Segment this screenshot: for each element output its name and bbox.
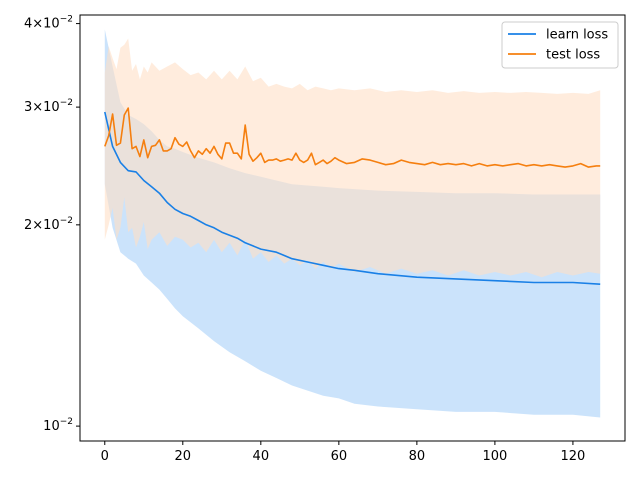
- x-tick-label: 80: [409, 449, 426, 464]
- legend-label: test loss: [546, 48, 600, 63]
- line-learn-loss: [104, 111, 601, 285]
- confidence-bands: [104, 29, 601, 418]
- x-tick-label: 40: [253, 449, 270, 464]
- band-test-loss: [104, 38, 601, 278]
- line-test-loss: [104, 107, 601, 168]
- series-lines: [104, 107, 601, 285]
- x-tick-label: 100: [482, 449, 507, 464]
- axes-frame: [79, 14, 626, 442]
- x-tick-label: 60: [331, 449, 348, 464]
- y-tick-label: 3×10−2: [24, 98, 73, 115]
- x-tick-label: 120: [561, 449, 586, 464]
- x-axis-ticks: 0 20 40 60 80 100 120: [101, 441, 586, 464]
- x-tick-label: 20: [175, 449, 192, 464]
- y-tick-label: 4×10−2: [24, 15, 73, 32]
- y-tick-label: 10−2: [43, 417, 73, 434]
- legend: learn loss test loss: [501, 21, 619, 69]
- y-tick-label: 2×10−2: [24, 216, 73, 233]
- legend-label: learn loss: [546, 28, 608, 43]
- y-axis-ticks: 10−2 2×10−2 3×10−2 4×10−2: [24, 15, 80, 434]
- x-tick-label: 0: [101, 449, 109, 464]
